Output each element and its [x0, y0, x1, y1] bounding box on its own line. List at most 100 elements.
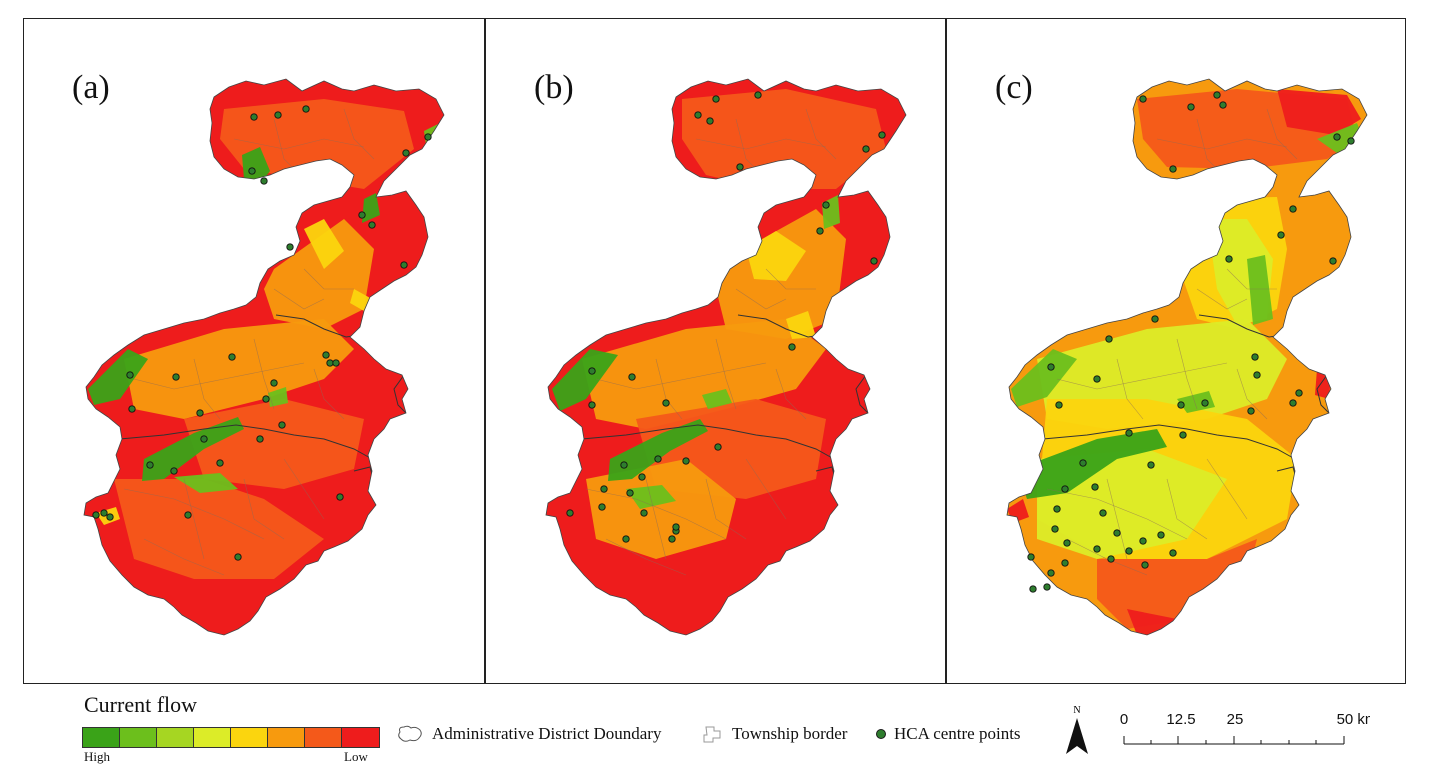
hca-point-c-10: [1329, 257, 1337, 265]
legend-low-label: Low: [344, 749, 368, 764]
flow-zone-b-7: [608, 419, 708, 481]
hca-point-b-28: [672, 523, 680, 531]
north-arrow-icon: N: [1066, 705, 1088, 754]
hca-point-a-1: [274, 111, 282, 119]
flow-zone-a-8: [88, 349, 148, 405]
flow-zone-a-1: [264, 219, 374, 329]
legend-hca-points: HCA centre points: [876, 724, 1021, 744]
hca-point-a-14: [332, 359, 340, 367]
hca-point-c-26: [1079, 459, 1087, 467]
hca-point-b-18: [638, 473, 646, 481]
flow-zone-c-10: [1097, 539, 1257, 629]
township-border-c-11: [1066, 538, 1148, 576]
hca-point-c-35: [1139, 537, 1147, 545]
hca-point-b-8: [816, 227, 824, 235]
township-border-b-4: [655, 358, 683, 420]
township-border-b-3: [595, 362, 767, 390]
township-border-b-9: [705, 478, 747, 540]
ramp-swatch-6: [305, 728, 342, 747]
hca-point-b-5: [878, 131, 886, 139]
flow-zone-b-10: [626, 485, 676, 509]
scale-tick-0: 0: [1120, 711, 1128, 728]
hca-point-a-13: [326, 359, 334, 367]
district-boundary-a-3: [393, 374, 407, 414]
district-boundary-b-2: [767, 168, 807, 192]
legend-township-border: Township border: [700, 724, 847, 744]
township-border-b-5: [715, 338, 737, 410]
district-boundary-b-1: [581, 424, 835, 460]
township-border-b-12: [765, 268, 816, 290]
hca-point-b-11: [588, 367, 596, 375]
scale-tick-25: 25: [1227, 711, 1244, 728]
flow-zone-a-11: [174, 473, 238, 493]
hca-point-a-3: [248, 167, 256, 175]
scale-bar-svg: 0 12.5 25 50 km: [1120, 711, 1377, 745]
township-border-icon: [703, 726, 721, 743]
flow-zone-a-9: [362, 193, 380, 223]
township-border-a-12: [303, 268, 354, 290]
hca-point-b-6: [862, 145, 870, 153]
hca-point-a-30: [184, 511, 192, 519]
hca-point-c-29: [1091, 483, 1099, 491]
township-border-a-7: [123, 488, 265, 540]
township-border-c-6: [1236, 368, 1268, 420]
district-boundary-b-3: [855, 374, 869, 414]
hca-point-c-21: [1055, 401, 1063, 409]
hca-point-a-17: [128, 405, 136, 413]
hca-point-a-19: [270, 379, 278, 387]
district-boundary-c-3: [1316, 374, 1330, 414]
township-border-a-5: [253, 338, 275, 410]
township-border-a-8: [183, 478, 205, 560]
district-boundary-c-1: [1042, 424, 1296, 460]
map-panel-b: (b): [485, 18, 946, 684]
admin-boundary-label: Administrative District Doundary: [432, 724, 662, 743]
hca-point-c-9: [1225, 255, 1233, 263]
township-border-a-4: [193, 358, 221, 420]
district-boundary-a-1: [119, 424, 373, 460]
ramp-swatch-3: [194, 728, 231, 747]
flow-zone-b-0: [682, 89, 886, 189]
hca-point-c-38: [1169, 549, 1177, 557]
flow-zone-c-14: [1177, 391, 1215, 413]
hca-point-a-22: [256, 435, 264, 443]
hca-points-label: HCA centre points: [894, 724, 1021, 743]
hca-point-a-0: [250, 113, 258, 121]
township-border-b-0: [695, 138, 827, 150]
hca-point-b-20: [600, 485, 608, 493]
hca-point-c-13: [1251, 353, 1259, 361]
township-border-c-10: [1206, 458, 1248, 520]
scale-tick-12-5: 12.5: [1166, 711, 1195, 728]
hca-point-c-42: [1027, 553, 1035, 561]
hca-point-a-21: [278, 421, 286, 429]
township-border-a-13: [273, 288, 325, 310]
hca-point-a-6: [402, 149, 410, 157]
ramp-swatch-2: [157, 728, 194, 747]
hca-point-b-2: [706, 117, 714, 125]
hca-point-c-4: [1169, 165, 1177, 173]
hca-point-c-19: [1047, 363, 1055, 371]
hca-point-c-3: [1219, 101, 1227, 109]
flow-zone-a-0: [220, 99, 414, 189]
township-border-a-3: [133, 362, 305, 390]
hca-point-c-8: [1277, 231, 1285, 239]
township-border-c-9: [1166, 478, 1208, 540]
hca-point-b-27: [668, 535, 676, 543]
hca-point-b-23: [566, 509, 574, 517]
hca-point-a-15: [126, 371, 134, 379]
township-border-c-3: [1056, 362, 1228, 390]
current-flow-raster-a: [88, 99, 442, 579]
flow-zone-a-2: [124, 319, 354, 419]
panel-label-c: (c): [995, 69, 1033, 106]
hca-point-c-2: [1213, 91, 1221, 99]
hca-point-c-22: [1177, 401, 1185, 409]
township-border-b-13: [735, 288, 787, 310]
legend-high-label: High: [84, 749, 110, 764]
hca-point-a-23: [200, 435, 208, 443]
map-b-svg: [545, 78, 907, 636]
hca-point-b-19: [654, 455, 662, 463]
hca-point-c-17: [1247, 407, 1255, 415]
hca-point-a-28: [92, 511, 100, 519]
township-border-a-9: [243, 478, 285, 540]
admin-boundary-icon: [398, 725, 422, 742]
hca-point-b-24: [640, 509, 648, 517]
